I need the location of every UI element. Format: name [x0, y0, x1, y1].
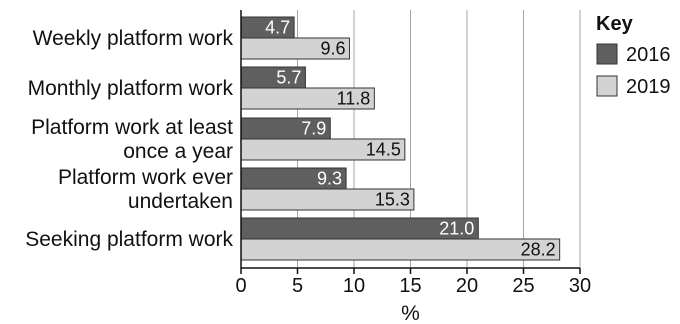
category-label: undertaken	[128, 190, 233, 213]
x-tick-label: 25	[512, 275, 534, 297]
bar-2019	[240, 238, 561, 261]
data-label: 21.0	[439, 219, 474, 239]
data-label: 15.3	[375, 190, 410, 210]
bars: 4.7 9.6 5.7 11.8 7.9 14.5 9.3 15.3 21.0 28.2	[240, 16, 561, 261]
x-axis-title: %	[401, 302, 420, 324]
data-label: 5.7	[276, 68, 301, 88]
category-label: Monthly platform work	[28, 77, 234, 100]
data-label: 14.5	[366, 140, 401, 160]
x-tick-label: 10	[343, 275, 365, 297]
category-label: Platform work at least	[31, 116, 233, 139]
legend-swatch-2019	[596, 75, 618, 97]
legend-label-2019: 2019	[626, 76, 671, 98]
x-tick-label: 30	[569, 275, 591, 297]
category-label: Seeking platform work	[25, 228, 233, 251]
legend-label-2016: 2016	[626, 44, 671, 66]
x-tick-label: 15	[399, 275, 421, 297]
x-axis: 0 5 10 15 20 25 30	[235, 10, 591, 297]
x-tick-label: 5	[292, 275, 303, 297]
category-label: Platform work ever	[58, 166, 233, 189]
category-label: once a year	[123, 140, 233, 163]
legend-title: Key	[596, 13, 634, 35]
x-tick-label: 0	[235, 275, 246, 297]
x-tick-label: 20	[456, 275, 478, 297]
data-label: 9.3	[317, 169, 342, 189]
data-label: 7.9	[301, 119, 326, 139]
data-label: 9.6	[320, 39, 345, 59]
data-label: 11.8	[337, 89, 371, 109]
legend-swatch-2016	[596, 43, 618, 65]
category-label: Weekly platform work	[33, 27, 234, 50]
category-labels: Weekly platform work Monthly platform wor…	[25, 27, 233, 251]
legend: Key 2016 2019	[596, 13, 671, 98]
data-label: 28.2	[521, 240, 556, 260]
data-label: 4.7	[265, 18, 290, 38]
